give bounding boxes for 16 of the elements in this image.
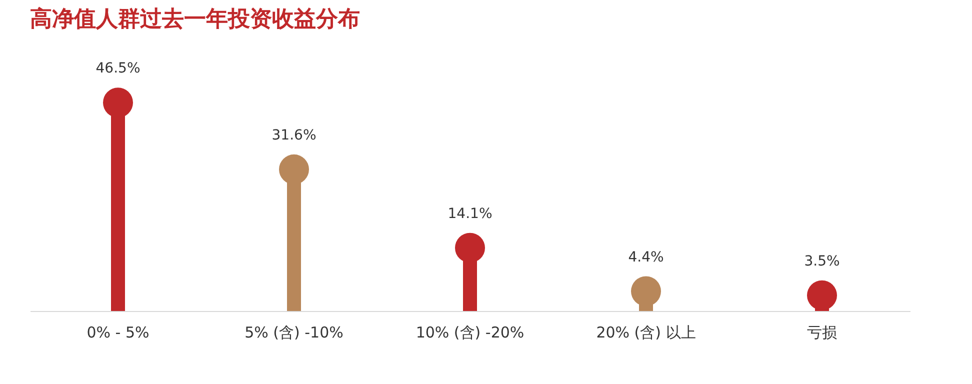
- x-tick-label: 20% (含) 以上: [596, 324, 696, 342]
- chart-title: 高净值人群过去一年投资收益分布: [30, 6, 360, 32]
- point: [807, 280, 837, 310]
- x-tick-label: 10% (含) -20%: [416, 324, 524, 342]
- data-label: 46.5%: [96, 60, 140, 77]
- point: [455, 232, 485, 263]
- data-label: 31.6%: [272, 127, 316, 144]
- data-label: 4.4%: [628, 249, 664, 266]
- x-tick-label: 0% - 5%: [86, 324, 150, 342]
- data-label: 14.1%: [448, 206, 492, 222]
- point: [631, 276, 661, 306]
- data-label: 3.5%: [804, 253, 840, 270]
- x-tick-label: 5% (含) -10%: [244, 324, 344, 342]
- x-tick-label: 亏损: [807, 324, 837, 342]
- point: [103, 88, 133, 118]
- point: [279, 154, 309, 184]
